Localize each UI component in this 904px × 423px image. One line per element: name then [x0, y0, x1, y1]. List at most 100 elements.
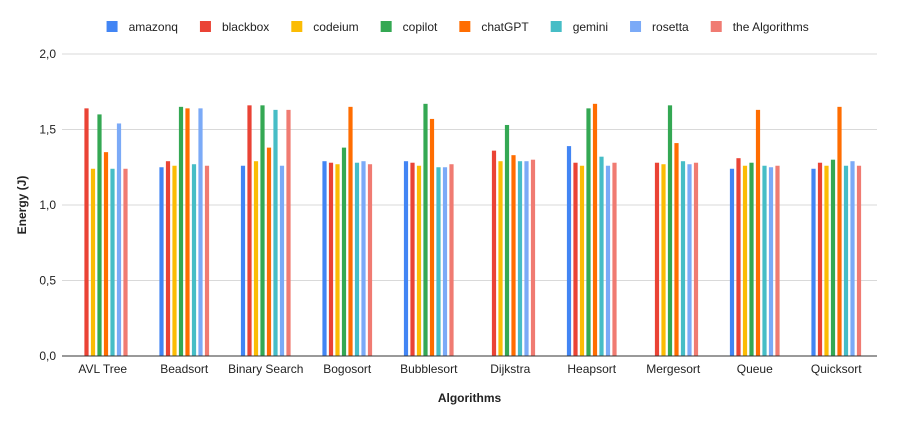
bar-copilot [178, 106, 184, 356]
bar-the-algorithms [367, 164, 373, 356]
legend-swatch [199, 21, 211, 32]
bar-the-algorithms [856, 165, 862, 356]
bar-chatgpt [103, 152, 109, 356]
bar-codeium [253, 161, 259, 356]
bar-amazonq [159, 167, 164, 356]
bar-copilot [97, 114, 102, 357]
bar-the-algorithms [123, 168, 128, 356]
bar-codeium [661, 164, 666, 356]
legend-swatch [630, 21, 642, 32]
x-axis-title: Algorithms [438, 391, 502, 405]
bar-gemini [517, 161, 523, 356]
bar-amazonq [811, 168, 816, 356]
x-tick-label: Bubblesort [400, 362, 458, 376]
legend: amazonq blackbox codeium copilot chatGPT gemi… [106, 20, 809, 34]
bar-amazonq [566, 146, 572, 356]
bar-chatgpt [837, 106, 842, 356]
legend-item: codeium [291, 20, 359, 34]
bar-blackbox [654, 162, 660, 356]
bar-amazonq [322, 161, 327, 356]
legend-item: the Algorithms [710, 20, 809, 34]
bar-chatgpt [511, 155, 516, 356]
bar-blackbox [817, 162, 823, 356]
legend-label: chatGPT [481, 20, 529, 34]
bar-copilot [667, 105, 673, 356]
bar-copilot [423, 103, 428, 356]
legend-label: codeium [313, 20, 358, 34]
y-tick-label: 0,0 [39, 349, 56, 363]
bar-the-algorithms [612, 162, 617, 356]
x-tick-label: Queue [737, 362, 773, 376]
bar-amazonq [403, 161, 409, 356]
legend-item: amazonq [106, 20, 178, 34]
bar-codeium [498, 161, 503, 356]
bar-rosetta [198, 108, 203, 356]
bar-chatgpt [674, 143, 679, 356]
legend-swatch [291, 21, 303, 32]
legend-label: the Algorithms [733, 20, 809, 34]
bar-gemini [273, 109, 278, 357]
bar-codeium [335, 164, 340, 356]
bar-copilot [830, 159, 836, 356]
bar-rosetta [850, 161, 855, 356]
bar-copilot [260, 105, 265, 356]
legend-swatch [380, 21, 392, 32]
y-axis-ticks: 0,0 0,5 1,0 1,5 2,0 [39, 47, 56, 363]
legend-swatch [550, 21, 562, 32]
bar-gemini [762, 165, 767, 356]
bar-codeium [416, 165, 422, 356]
bar-chatgpt [266, 147, 272, 356]
bar-rosetta [361, 161, 366, 356]
bar-blackbox [165, 161, 171, 356]
bar-codeium [172, 165, 177, 356]
bar-chatgpt [348, 106, 353, 356]
bar-codeium [90, 168, 96, 356]
bar-blackbox [84, 108, 89, 356]
y-tick-label: 2,0 [39, 47, 56, 61]
bar-rosetta [279, 165, 285, 356]
bar-amazonq [729, 168, 735, 356]
bar-rosetta [442, 167, 448, 356]
bar-the-algorithms [530, 159, 536, 356]
bar-chatgpt [185, 108, 190, 356]
legend-swatch [459, 21, 471, 32]
bar-rosetta [605, 165, 611, 356]
legend-item: copilot [380, 20, 438, 34]
bar-blackbox [573, 162, 578, 356]
bar-gemini [843, 165, 849, 356]
bar-the-algorithms [204, 165, 210, 356]
legend-item: gemini [550, 20, 608, 34]
y-axis-title: Energy (J) [15, 176, 29, 235]
bar-codeium [742, 165, 748, 356]
x-tick-label: Mergesort [646, 362, 701, 376]
bar-amazonq [240, 165, 246, 356]
bar-copilot [341, 147, 347, 356]
bar-the-algorithms [693, 162, 699, 356]
bar-copilot [749, 162, 754, 356]
bar-gemini [110, 168, 115, 356]
legend-item: chatGPT [459, 20, 529, 34]
gridlines [62, 53, 877, 281]
bar-codeium [824, 165, 829, 356]
bar-gemini [436, 167, 441, 356]
x-tick-label: Bogosort [323, 362, 372, 376]
bar-blackbox [328, 162, 334, 356]
legend-label: amazonq [129, 20, 178, 34]
legend-label: blackbox [222, 20, 269, 34]
x-tick-label: Heapsort [567, 362, 616, 376]
bar-blackbox [410, 162, 415, 356]
legend-label: rosetta [652, 20, 689, 34]
y-tick-label: 1,5 [39, 123, 56, 137]
bar-the-algorithms [449, 164, 454, 356]
bar-chatgpt [429, 118, 435, 357]
legend-label: gemini [573, 20, 608, 34]
bar-gemini [354, 162, 360, 356]
x-tick-label: AVL Tree [78, 362, 127, 376]
x-tick-label: Binary Search [228, 362, 303, 376]
y-tick-label: 0,5 [39, 274, 56, 288]
bar-gemini [191, 164, 197, 356]
bar-rosetta [116, 123, 122, 357]
bar-copilot [504, 124, 510, 356]
x-tick-label: Quicksort [811, 362, 862, 376]
